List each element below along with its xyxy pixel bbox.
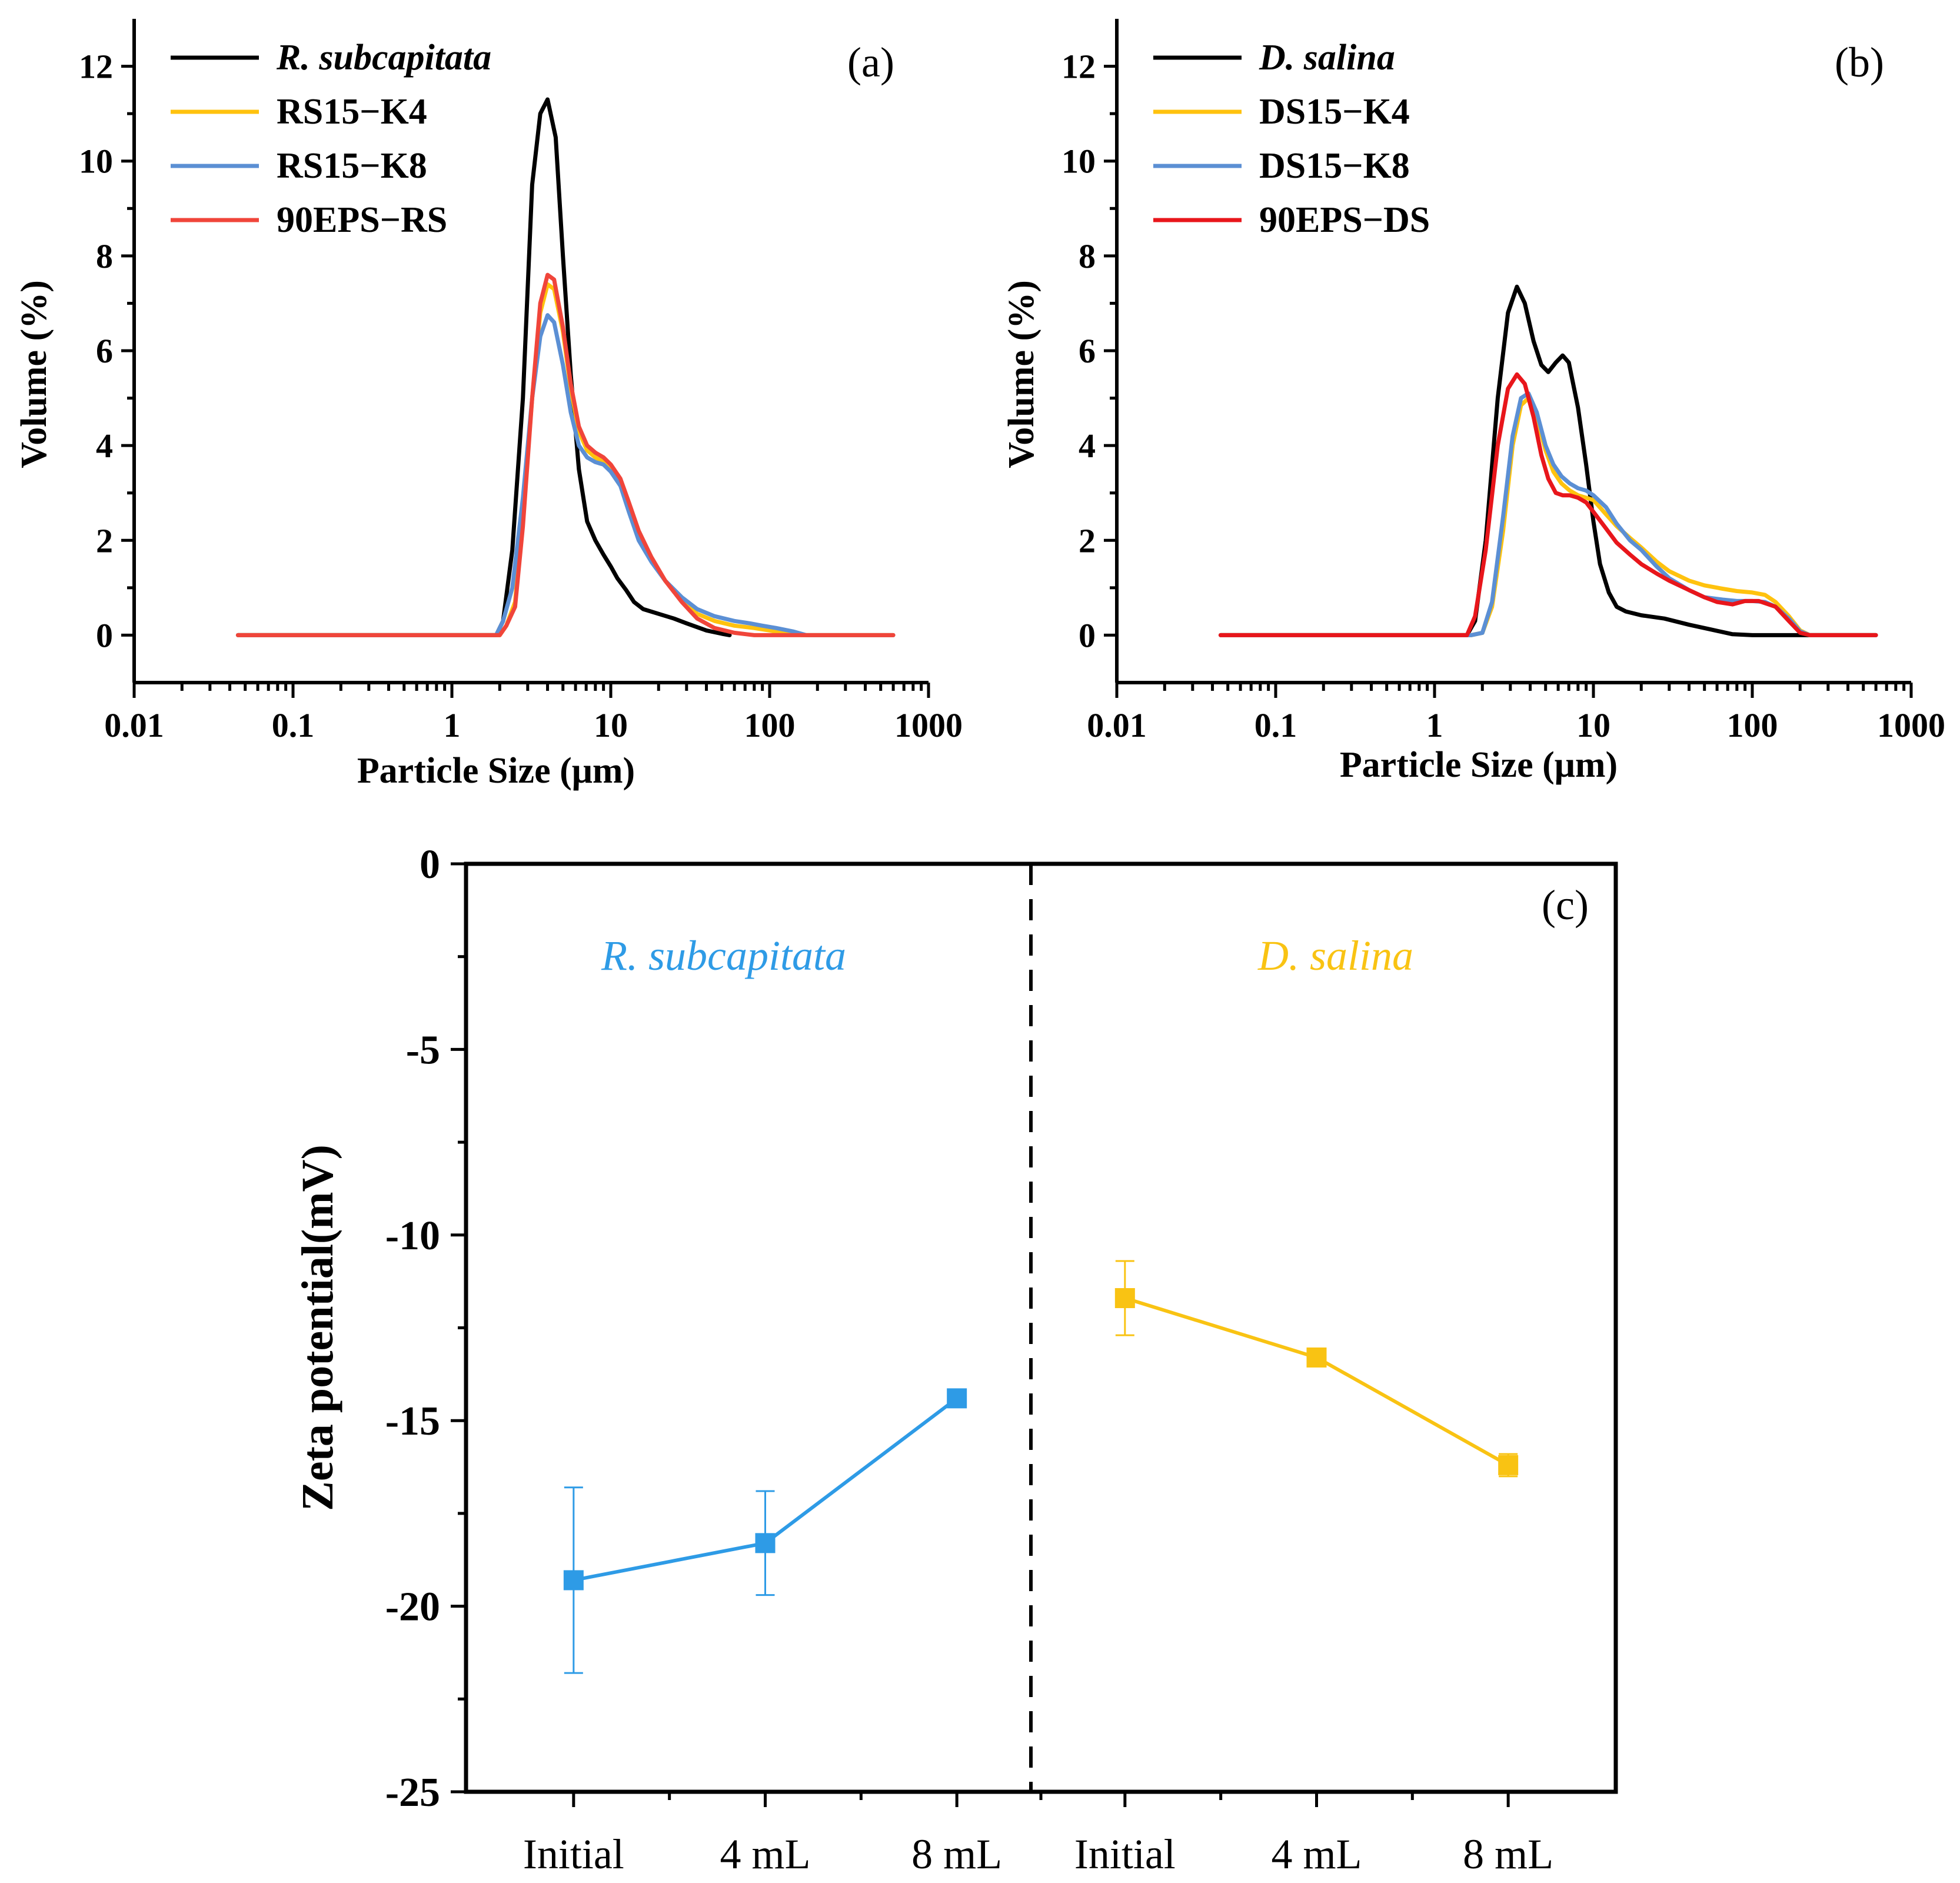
x-tick-label: 0.01 — [1087, 706, 1147, 744]
y-tick-label: 10 — [1061, 142, 1096, 181]
legend-entry-4: 90EPS−RS — [277, 200, 447, 240]
legend-entry-3: DS15−K8 — [1259, 146, 1410, 186]
data-point-marker — [947, 1388, 967, 1409]
series-line-3 — [1218, 391, 1878, 637]
x-category-label: Initial — [1074, 1831, 1176, 1878]
x-tick-label: 1 — [1426, 706, 1443, 744]
y-tick-label: 8 — [1079, 237, 1096, 275]
y-axis-title: Volume (%) — [14, 280, 54, 468]
y-tick-label: 2 — [1079, 521, 1096, 560]
y-tick-label: 12 — [79, 48, 113, 86]
y-tick-label: -5 — [406, 1027, 440, 1073]
y-tick-label: -10 — [385, 1213, 440, 1259]
group-annotation-2: D. salina — [1257, 932, 1413, 979]
x-category-label: 4 mL — [720, 1831, 811, 1878]
x-axis-title: Particle Size (μm) — [357, 751, 635, 791]
panel-b-particle-size-chart: 0.01 0.1 1 10 100 1000 0 2 4 6 8 10 12 Particle Size … — [1001, 19, 1945, 785]
y-tick-label: -25 — [385, 1770, 440, 1815]
panel-c-zeta-potential-chart: 0 -5 -10 -15 -20 -25 Initial 4 mL 8 mL Initial 4 m… — [293, 842, 1618, 1878]
y-tick-label: 8 — [96, 237, 113, 275]
x-tick-label: 10 — [594, 706, 628, 744]
series-line-1 — [1218, 284, 1878, 637]
group-annotation-1: R. subcapitata — [601, 932, 846, 979]
x-tick-label: 10 — [1576, 706, 1610, 744]
y-tick-label: 6 — [1079, 332, 1096, 370]
data-point-marker — [1114, 1288, 1135, 1309]
legend-entry-1: D. salina — [1259, 38, 1395, 78]
data-point-marker — [755, 1533, 776, 1553]
y-tick-label: 0 — [96, 616, 113, 654]
x-axis-title: Particle Size (μm) — [1340, 745, 1618, 785]
series-line-4 — [1218, 372, 1878, 637]
x-category-label: Initial — [523, 1831, 624, 1878]
data-point-marker — [1306, 1347, 1327, 1368]
panel-label: (b) — [1835, 39, 1884, 86]
y-tick-label: 6 — [96, 332, 113, 370]
series-line-1 — [235, 97, 732, 637]
x-tick-label: 1000 — [894, 706, 963, 744]
y-tick-label: 10 — [79, 142, 113, 181]
legend-entry-2: RS15−K4 — [277, 92, 427, 132]
y-tick-label: 0 — [420, 842, 440, 887]
panel-label: (c) — [1542, 881, 1589, 929]
y-tick-label: 4 — [96, 427, 113, 465]
legend-entry-4: 90EPS−DS — [1259, 200, 1430, 240]
y-axis-title: Volume (%) — [1001, 280, 1041, 468]
y-tick-label: 2 — [96, 521, 113, 560]
x-tick-label: 0.01 — [104, 706, 164, 744]
y-axis-title: Zeta potential(mV) — [293, 1145, 342, 1511]
legend-entry-3: RS15−K8 — [277, 146, 427, 186]
plot-frame — [464, 861, 1618, 1794]
x-tick-label: 1000 — [1877, 706, 1945, 744]
y-tick-label: -20 — [385, 1585, 440, 1630]
data-point-marker — [1498, 1455, 1519, 1475]
y-tick-label: 4 — [1079, 427, 1096, 465]
x-tick-label: 100 — [744, 706, 796, 744]
x-category-label: 8 mL — [1463, 1831, 1553, 1878]
series-line-2 — [1218, 396, 1878, 637]
x-tick-label: 0.1 — [272, 706, 315, 744]
y-tick-label: 0 — [1079, 616, 1096, 654]
panel-label: (a) — [847, 39, 894, 86]
panel-a-particle-size-chart: 0.01 0.1 1 10 100 1000 0 2 4 6 8 10 12 Particle Size … — [14, 19, 963, 791]
x-tick-label: 100 — [1727, 706, 1778, 744]
legend-entry-1: R. subcapitata — [276, 38, 491, 78]
y-tick-label: 12 — [1061, 48, 1096, 86]
x-tick-label: 0.1 — [1254, 706, 1297, 744]
series-line-2 — [1124, 1296, 1509, 1467]
series-line-4 — [235, 272, 896, 637]
legend-entry-2: DS15−K4 — [1259, 92, 1410, 132]
data-point-marker — [563, 1570, 584, 1591]
x-category-label: 8 mL — [911, 1831, 1002, 1878]
y-tick-label: -15 — [385, 1399, 440, 1444]
x-category-label: 4 mL — [1272, 1831, 1362, 1878]
x-tick-label: 1 — [444, 706, 461, 744]
